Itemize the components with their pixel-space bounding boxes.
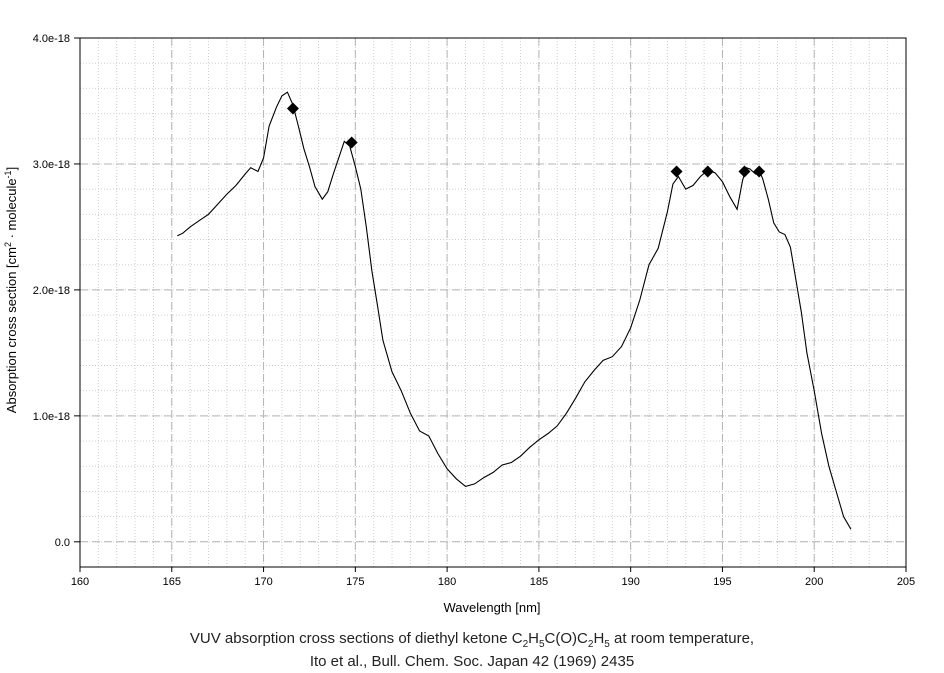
x-tick-label: 195 — [713, 576, 731, 588]
y-axis-label: Absorption cross section [cm2 · molecule… — [3, 167, 19, 413]
absorption-series-line — [177, 91, 852, 530]
x-tick-label: 175 — [346, 576, 364, 588]
peak-markers — [286, 102, 766, 178]
y-axis-label-sup: 2 — [3, 242, 13, 247]
x-tick-label: 180 — [438, 576, 456, 588]
x-tick-label: 165 — [163, 576, 181, 588]
y-tick-label: 2.0e-18 — [33, 285, 70, 297]
y-axis-label-part: ] — [4, 167, 19, 171]
x-tick-label: 200 — [805, 576, 823, 588]
minor-grid — [79, 37, 907, 568]
peak-marker — [286, 102, 299, 115]
y-tick-label: 0.0 — [55, 537, 70, 549]
y-axis-label-part: · molecule — [4, 178, 19, 242]
x-tick-label: 190 — [621, 576, 639, 588]
caption-line-1: VUV absorption cross sections of diethyl… — [189, 630, 755, 650]
y-tick-label: 1.0e-18 — [33, 411, 70, 423]
y-tick-label: 3.0e-18 — [33, 159, 70, 171]
x-axis-label: Wavelength [nm] — [443, 600, 540, 615]
peak-marker — [738, 165, 751, 178]
y-tick-label: 4.0e-18 — [33, 33, 70, 45]
y-axis-ticks: 0.0 1.0e-18 2.0e-18 3.0e-18 4.0e-18 — [33, 33, 80, 549]
peak-marker — [670, 165, 683, 178]
major-grid — [80, 38, 906, 567]
x-tick-label: 185 — [530, 576, 548, 588]
peak-marker — [753, 165, 766, 178]
plot-frame — [79, 37, 907, 568]
absorption-chart: 160 165 170 175 180 185 190 195 200 205 0.0 1.0e-1… — [3, 33, 915, 615]
x-axis-ticks: 160 165 170 175 180 185 190 195 200 205 — [71, 567, 915, 588]
x-tick-label: 170 — [254, 576, 272, 588]
x-tick-label: 205 — [897, 576, 915, 588]
peak-marker — [701, 165, 714, 178]
y-axis-label-part: Absorption cross section [cm — [4, 247, 19, 413]
peak-marker — [345, 136, 358, 149]
y-axis-label-sup: -1 — [3, 170, 13, 178]
caption-line-2: Ito et al., Bull. Chem. Soc. Japan 42 (1… — [309, 653, 635, 670]
x-tick-label: 160 — [71, 576, 89, 588]
